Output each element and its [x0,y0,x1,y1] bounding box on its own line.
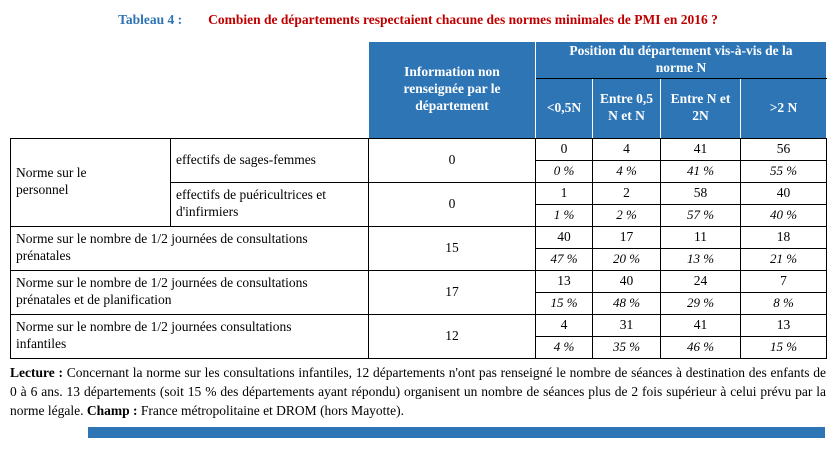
header-position-group-label: Position du département vis-à-vis de la … [569,42,793,75]
row-label-cell: Norme sur le nombre de 1/2 journées de c… [10,269,369,315]
percent-cell: 13 % [660,247,741,271]
percent-cell: 47 % [535,247,593,271]
percent-cell: 29 % [660,291,741,315]
row-label-cell: Norme sur le nombre de 1/2 journées de c… [10,225,369,271]
value-cell: 7 [740,269,827,293]
value-cell: 40 [740,181,827,205]
percent-cell: 41 % [660,159,741,183]
header-blank-cell [10,41,369,139]
info-value-cell: 12 [368,313,536,359]
row-label-cell: effectifs de puéricultrices et d'infirmi… [170,181,369,227]
row-label-cell: Norme sur le nombre de 1/2 journées cons… [10,313,369,359]
value-cell: 18 [740,225,827,249]
page-title: Tableau 4 : Combien de départements respe… [118,10,718,31]
percent-cell: 21 % [740,247,827,271]
table-row-percent: 1 % 2 % 57 % 40 % [11,203,827,227]
table-row-percent: 47 % 20 % 13 % 21 % [11,247,827,271]
percent-cell: 46 % [660,335,741,359]
value-cell: 58 [660,181,741,205]
value-cell: 2 [592,181,661,205]
percent-cell: 4 % [592,159,661,183]
value-cell: 1 [535,181,593,205]
column-header-gt-2n: >2 N [740,77,827,139]
value-cell: 31 [592,313,661,337]
row-label: Norme sur le nombre de 1/2 journées de c… [16,231,308,264]
table-number-label: Tableau 4 : [118,12,183,27]
row-label: Norme sur le nombre de 1/2 journées de c… [16,275,308,308]
lecture-text: Concernant la norme sur les consultation… [10,364,826,418]
value-cell: 41 [660,313,741,337]
info-value-cell: 15 [368,225,536,271]
value-cell: 17 [592,225,661,249]
percent-cell: 20 % [592,247,661,271]
value-cell: 24 [660,269,741,293]
percent-cell: 55 % [740,159,827,183]
value-cell: 0 [535,137,593,161]
lecture-label: Lecture : [10,364,63,380]
value-cell: 56 [740,137,827,161]
table-row: Norme sur le nombre de 1/2 journées de c… [10,225,827,271]
percent-cell: 48 % [592,291,661,315]
group-label-cell: Norme sur le personnel [10,137,171,227]
value-cell: 41 [660,137,741,161]
table-row: Norme sur le personnel effectifs de sage… [10,137,827,227]
header-row-columns: <0,5N Entre 0,5 N et N Entre N et 2N >2 … [11,77,827,139]
header-row-group: Information non renseignée par le départ… [10,40,827,139]
table-row: Norme sur le nombre de 1/2 journées cons… [10,313,827,359]
value-cell: 4 [535,313,593,337]
info-value-cell: 0 [368,137,536,183]
percent-cell: 40 % [740,203,827,227]
champ-text: France métropolitaine et DROM (hors Mayo… [140,402,405,418]
column-header-lt-05n: <0,5N [535,77,593,139]
percent-cell: 8 % [740,291,827,315]
column-header-n-to-2n: Entre N et 2N [660,77,741,139]
row-label-cell: effectifs de sages-femmes [170,137,369,183]
blue-divider-bar [88,427,825,439]
percent-cell: 57 % [660,203,741,227]
pmi-norms-table: Information non renseignée par le départ… [10,40,827,359]
header-position-group: Position du département vis-à-vis de la … [535,40,827,79]
champ-label: Champ : [86,402,138,418]
percent-cell: 35 % [592,335,661,359]
value-cell: 4 [592,137,661,161]
value-cell: 11 [660,225,741,249]
reading-note: Lecture : Concernant la norme sur les co… [10,363,826,420]
value-cell: 40 [592,269,661,293]
column-header-05n-to-n: Entre 0,5 N et N [592,77,661,139]
value-cell: 13 [535,269,593,293]
percent-cell: 15 % [740,335,827,359]
percent-cell: 2 % [592,203,661,227]
percent-cell: 15 % [535,291,593,315]
table-row-percent: 4 % 35 % 46 % 15 % [11,335,827,359]
info-value-cell: 17 [368,269,536,315]
group-label: Norme sur le personnel [16,165,87,198]
table-row: Norme sur le nombre de 1/2 journées de c… [10,269,827,315]
document-page: Tableau 4 : Combien de départements respe… [10,10,827,439]
table-title-text: Combien de départements respectaient cha… [208,12,718,27]
percent-cell: 4 % [535,335,593,359]
info-value-cell: 0 [368,181,536,227]
percent-cell: 1 % [535,203,593,227]
value-cell: 13 [740,313,827,337]
percent-cell: 0 % [535,159,593,183]
header-info-column: Information non renseignée par le départ… [368,40,536,139]
row-label: Norme sur le nombre de 1/2 journées cons… [16,319,292,352]
value-cell: 40 [535,225,593,249]
